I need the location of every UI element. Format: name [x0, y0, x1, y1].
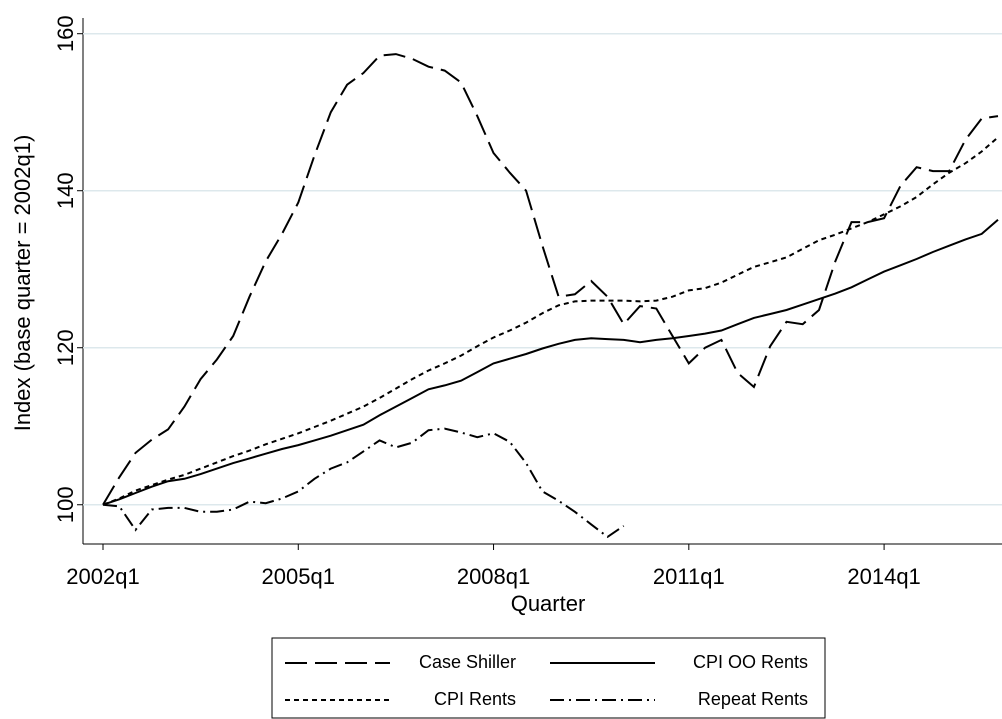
x-tick-label: 2011q1: [653, 564, 725, 589]
series-line: [102, 427, 625, 539]
legend-label: Repeat Rents: [698, 689, 808, 709]
x-tick-label: 2014q1: [847, 564, 920, 589]
x-tick-label: 2005q1: [262, 564, 335, 589]
series-line: [102, 53, 999, 506]
y-tick-label: 120: [53, 329, 78, 366]
y-tick-label: 100: [53, 486, 78, 523]
y-axis-label: Index (base quarter = 2002q1): [10, 135, 35, 432]
x-axis-label: Quarter: [511, 591, 586, 616]
series-line: [102, 219, 999, 506]
legend-label: CPI OO Rents: [693, 652, 808, 672]
legend: Case Shiller CPI OO Rents CPI Rents Repeat …: [285, 652, 808, 709]
y-tick-label: 140: [53, 172, 78, 209]
x-tick-label: 2008q1: [457, 564, 530, 589]
legend-label: Case Shiller: [419, 652, 516, 672]
legend-label: CPI Rents: [434, 689, 516, 709]
series-line: [102, 136, 999, 506]
x-tick-label: 2002q1: [66, 564, 139, 589]
y-tick-label: 160: [53, 15, 78, 52]
legend-box: [271, 637, 826, 719]
